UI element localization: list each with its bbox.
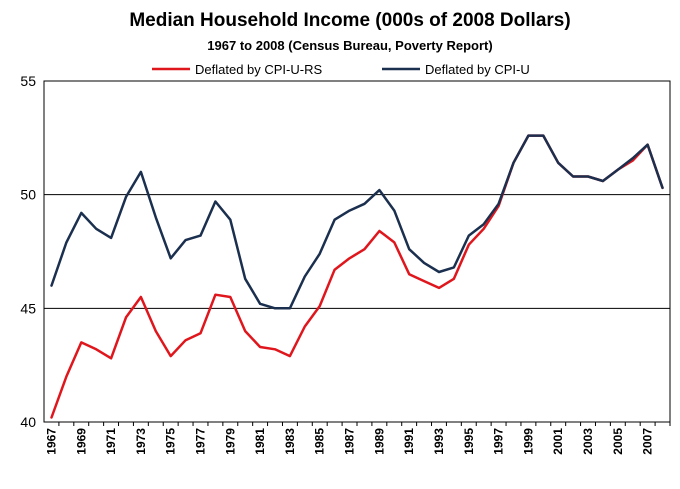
x-tick-label: 1983 [283,428,297,455]
x-tick-label: 1981 [253,428,267,455]
x-tick-label: 1997 [492,428,506,455]
x-tick-label: 1993 [432,428,446,455]
x-tick-label: 1969 [74,428,88,455]
x-tick-label: 1975 [164,428,178,455]
x-tick-label: 1973 [134,428,148,455]
x-tick-label: 2003 [581,428,595,455]
y-tick-label: 40 [20,414,36,430]
y-tick-label: 45 [20,300,36,316]
x-tick-label: 1999 [521,428,535,455]
chart-subtitle: 1967 to 2008 (Census Bureau, Poverty Rep… [207,38,492,53]
legend-label-cpi-u: Deflated by CPI-U [425,62,530,77]
series-line-cpi-u [50,134,664,310]
x-tick-label: 1985 [313,428,327,455]
x-tick-label: 2005 [611,428,625,455]
x-tick-label: 1987 [343,428,357,455]
x-tick-label: 1979 [223,428,237,455]
x-tick-label: 1991 [402,428,416,455]
plot-area [43,80,671,423]
x-tick-label: 2007 [641,428,655,455]
x-tick-label: 1989 [372,428,386,455]
legend: Deflated by CPI-U-RS Deflated by CPI-U [152,62,530,77]
y-tick-label: 50 [20,187,36,203]
x-tick-label: 2001 [551,428,565,455]
x-tick-label: 1995 [462,428,476,455]
x-tick-label: 1971 [104,428,118,455]
y-tick-label: 55 [20,73,36,89]
x-tick-label: 1977 [194,428,208,455]
chart-title: Median Household Income (000s of 2008 Do… [129,10,570,31]
x-tick-label: 1967 [44,428,58,455]
legend-label-cpi-u-rs: Deflated by CPI-U-RS [195,62,322,77]
